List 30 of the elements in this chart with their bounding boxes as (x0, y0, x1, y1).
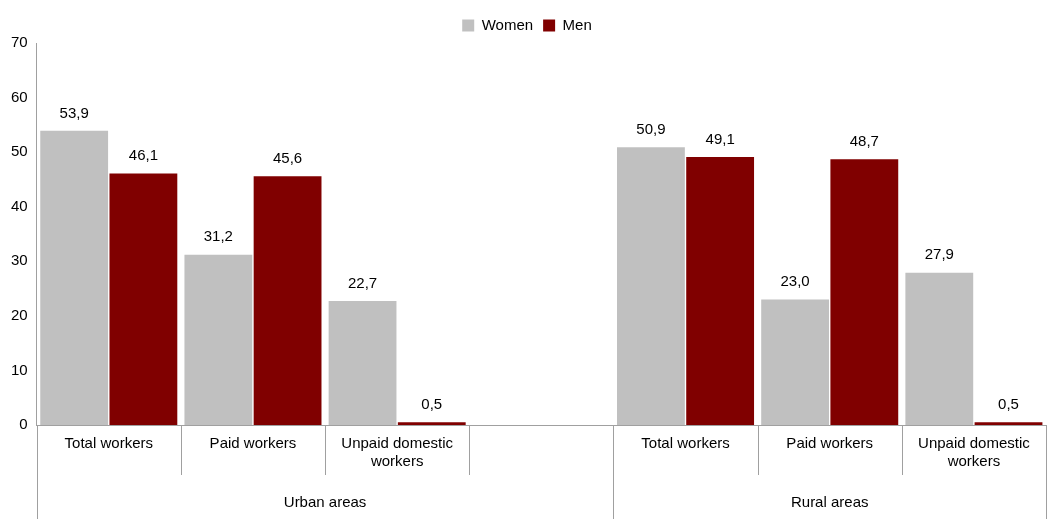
data-label: 31,2 (203, 227, 233, 245)
data-label: 0,5 (421, 394, 443, 412)
y-tick-label: 40 (11, 196, 28, 214)
text: Rural areas (790, 493, 869, 511)
y-tick-label: 70 (11, 33, 28, 51)
y-tick-label: 60 (11, 87, 28, 105)
data-label: 0,5 (998, 394, 1019, 412)
data-label: 22,7 (347, 273, 378, 291)
legend-label: Women (481, 15, 534, 33)
data-label: 23,0 (780, 272, 810, 290)
x-tick-label: Unpaid domestic workers (341, 434, 454, 470)
data-label: 49,1 (705, 129, 735, 147)
x-tick-label: Total workers (641, 434, 730, 452)
x-tick-label: Paid workers (786, 434, 874, 452)
data-label: 48,7 (849, 131, 879, 149)
y-tick-label: 30 (11, 251, 28, 269)
y-tick-label: 20 (11, 306, 28, 323)
x-tick-label: Paid workers (209, 434, 297, 452)
data-label: 46,1 (128, 146, 158, 164)
data-label: 45,6 (272, 148, 303, 166)
data-label: 53,9 (59, 103, 89, 121)
y-tick-label: 0 (19, 415, 28, 433)
y-tick-label: 10 (11, 360, 28, 378)
data-label: 27,9 (924, 245, 954, 263)
y-tick-label: 50 (11, 142, 28, 160)
x-tick-label: Unpaid domestic workers (918, 434, 1031, 470)
x-tick-label: Total workers (64, 434, 153, 452)
text: Urban areas (283, 493, 367, 511)
legend-label: Men (562, 15, 592, 33)
data-label: 50,9 (636, 119, 666, 137)
